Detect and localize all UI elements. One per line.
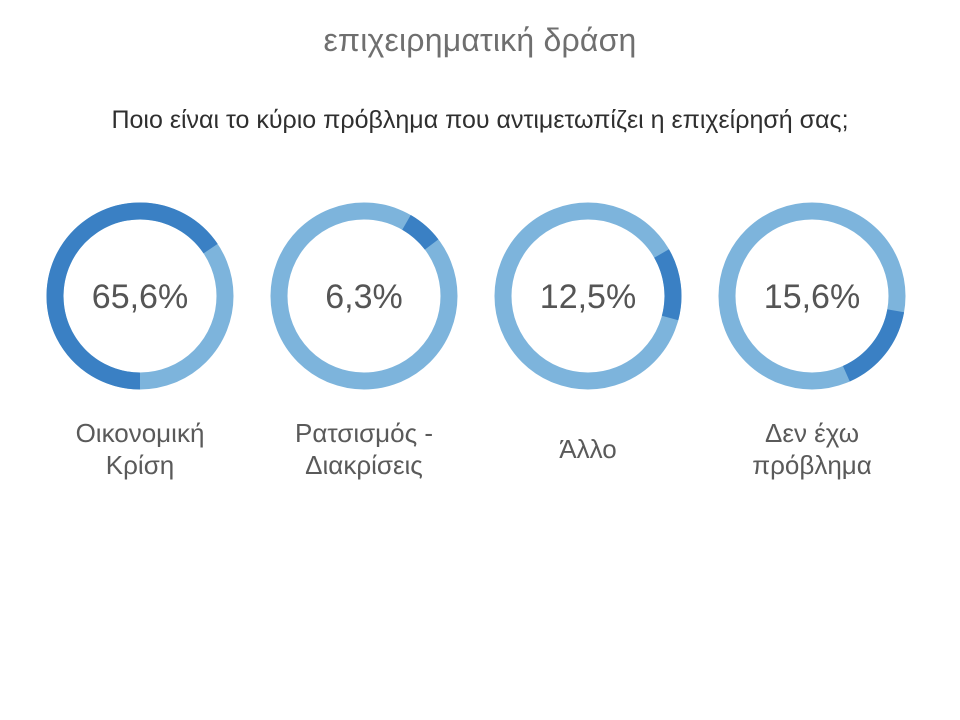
donut-category-label-line: Ρατσισμός - — [295, 418, 433, 448]
slide-title: επιχειρηματική δράση — [323, 22, 637, 58]
donut-category-label-line: πρόβλημα — [752, 450, 872, 480]
donut-percent-label-4: 15,6% — [764, 278, 860, 316]
donut-value-arc-3 — [654, 249, 682, 321]
donut-category-label-line: Διακρίσεις — [305, 450, 423, 480]
donut-value-arc-4 — [842, 308, 905, 382]
donut-category-label-line: Κρίση — [105, 450, 175, 480]
donut-category-label-1: Οικονομική Κρίση — [30, 417, 250, 481]
donut-value-arc-2 — [401, 215, 439, 250]
donut-category-label-2: Ρατσισμός - Διακρίσεις — [254, 417, 474, 481]
donut-percent-label-1: 65,6% — [92, 278, 188, 316]
donut-percent-label-2: 6,3% — [325, 278, 403, 316]
donut-track-2 — [270, 202, 458, 390]
donut-category-label-line: Οικονομική — [75, 418, 205, 448]
donut-track-4 — [718, 202, 906, 390]
donut-category-label-4: Δεν έχω πρόβλημα — [702, 417, 922, 481]
donut-category-label-line: Άλλο — [559, 434, 617, 464]
donut-percent-label-3: 12,5% — [540, 278, 636, 316]
survey-question: Ποιο είναι το κύριο πρόβλημα που αντιμετ… — [111, 106, 849, 134]
donut-category-label-3: Άλλο — [478, 433, 698, 465]
donut-value-arc-1 — [46, 202, 218, 390]
donut-category-label-line: Δεν έχω — [764, 418, 860, 448]
